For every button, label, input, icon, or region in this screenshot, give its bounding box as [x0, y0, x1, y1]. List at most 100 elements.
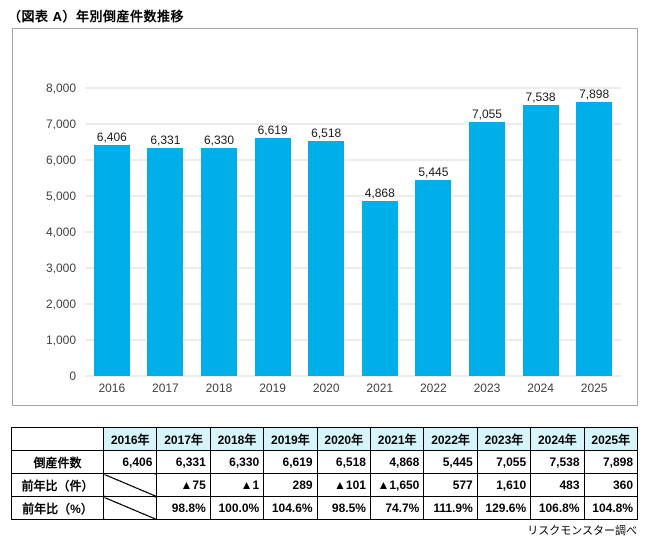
- row-label: 倒産件数: [11, 450, 104, 474]
- bar-2023: [468, 122, 505, 376]
- gridline: [85, 267, 621, 269]
- table-cell: ▲1: [209, 473, 265, 497]
- column-header: 2017年: [156, 427, 211, 451]
- table-cell: 74.7%: [369, 496, 425, 520]
- bar-value-label: 6,330: [203, 133, 234, 148]
- column-header: 2025年: [583, 427, 639, 451]
- row-label: 前年比（%）: [11, 496, 104, 520]
- gridline: [85, 195, 621, 197]
- y-tick-label: 4,000: [45, 225, 76, 239]
- bar-column-2022: 5,445: [407, 88, 461, 376]
- x-tick-label: 2016: [98, 381, 126, 395]
- bar-column-2023: 7,055: [460, 88, 514, 376]
- bar-value-label: 7,898: [579, 87, 610, 101]
- column-header: 2024年: [530, 427, 585, 451]
- y-tick-label: 0: [69, 369, 76, 383]
- x-axis-labels: 2016 2017 2018 2019 2020 2021 2022 2023 2024 2025: [85, 381, 621, 395]
- table-cell: 577: [423, 473, 478, 497]
- bar-column-2021: 4,868: [353, 88, 407, 376]
- bar-value-label: 6,518: [311, 126, 342, 141]
- table-body: 倒産件数 6,406 6,331 6,330 6,619 6,518 4,868 5,445 7…: [11, 450, 639, 520]
- source-note: リスクモンスター調べ: [527, 525, 637, 537]
- empty-diagonal-cell: [102, 473, 158, 497]
- gridline: [85, 87, 621, 89]
- bars-container: 6,406 6,331 6,330 6,619 6,518 4,868 5,445 7,055…: [85, 88, 621, 376]
- table-row: 前年比（%） 98.8% 100.0% 104.6% 98.5% 74.7% 111.9% 1…: [11, 496, 639, 520]
- table-header-row: 2016年 2017年 2018年 2019年 2020年 2021年 2022年 2023年…: [11, 427, 639, 451]
- y-tick-label: 1,000: [45, 333, 76, 347]
- bar-2021: [361, 200, 398, 376]
- table-cell: 6,406: [102, 450, 158, 474]
- y-tick-label: 3,000: [45, 261, 76, 275]
- data-table: 2016年 2017年 2018年 2019年 2020年 2021年 2022年 2023年…: [11, 427, 639, 520]
- table-cell: 7,898: [583, 450, 639, 474]
- bar-2024: [522, 104, 559, 376]
- bar-2016: [93, 145, 130, 376]
- table-cell: ▲75: [156, 473, 211, 497]
- empty-diagonal-cell: [102, 496, 158, 520]
- bar-2018: [200, 148, 237, 376]
- table-cell: 1,610: [476, 473, 532, 497]
- bar-value-label: 5,445: [418, 164, 449, 179]
- y-tick-label: 6,000: [45, 153, 76, 167]
- y-tick-label: 2,000: [45, 297, 76, 311]
- bar-column-2019: 6,619: [246, 88, 300, 376]
- gridline: [85, 231, 621, 233]
- table-row: 倒産件数 6,406 6,331 6,330 6,619 6,518 4,868 5,445 7…: [11, 450, 639, 474]
- table-cell: 100.0%: [209, 496, 265, 520]
- bar-2017: [147, 148, 184, 376]
- column-header: 2018年: [209, 427, 265, 451]
- table-cell: 111.9%: [423, 496, 478, 520]
- bar-column-2024: 7,538: [514, 88, 568, 376]
- column-header: 2023年: [476, 427, 532, 451]
- table-cell: 104.8%: [583, 496, 639, 520]
- table-cell: 4,868: [369, 450, 425, 474]
- column-header: 2021年: [369, 427, 425, 451]
- y-tick-label: 5,000: [45, 189, 76, 203]
- table-cell: 6,518: [316, 450, 371, 474]
- bar-value-label: 4,868: [364, 185, 395, 200]
- table-cell: 289: [263, 473, 318, 497]
- table-header: 2016年 2017年 2018年 2019年 2020年 2021年 2022年 2023年…: [11, 427, 639, 451]
- table-corner-cell: [11, 427, 104, 451]
- bar-value-label: 6,331: [150, 133, 181, 148]
- x-tick-label: 2019: [259, 381, 286, 395]
- x-tick-label: 2024: [527, 381, 554, 395]
- table-cell: 5,445: [423, 450, 478, 474]
- table-cell: 6,331: [156, 450, 211, 474]
- column-header: 2019年: [263, 427, 318, 451]
- y-tick-label: 7,000: [45, 117, 76, 131]
- bar-value-label: 7,055: [471, 107, 502, 122]
- bar-2025: [576, 102, 613, 376]
- table-row: 前年比（件） ▲75 ▲1 289 ▲101 ▲1,650 577 1,610 483 360: [11, 473, 639, 497]
- column-header: 2016年: [102, 427, 158, 451]
- bar-column-2016: 6,406: [85, 88, 139, 376]
- table-cell: 129.6%: [476, 496, 532, 520]
- table-cell: 7,538: [530, 450, 585, 474]
- x-tick-label: 2022: [420, 381, 447, 395]
- table-cell: 7,055: [476, 450, 532, 474]
- table-cell: 106.8%: [530, 496, 585, 520]
- x-tick-label: 2025: [580, 381, 608, 395]
- x-tick-label: 2018: [205, 381, 233, 395]
- table-cell: 6,330: [209, 450, 265, 474]
- bar-value-label: 6,406: [96, 130, 127, 145]
- row-label: 前年比（件）: [11, 473, 104, 497]
- gridline: [85, 159, 621, 161]
- table-cell: 360: [583, 473, 639, 497]
- x-tick-label: 2017: [152, 381, 179, 395]
- page-title: （図表 A）年別倒産件数推移: [8, 9, 185, 24]
- bar-column-2020: 6,518: [299, 88, 353, 376]
- bar-column-2017: 6,331: [139, 88, 193, 376]
- gridline: [85, 339, 621, 341]
- x-tick-label: 2023: [473, 381, 501, 395]
- table-cell: 98.8%: [156, 496, 211, 520]
- bar-2019: [254, 137, 291, 376]
- gridline: [85, 375, 621, 377]
- x-tick-label: 2020: [312, 381, 340, 395]
- bar-value-label: 7,538: [525, 89, 556, 104]
- bar-value-label: 6,619: [257, 122, 288, 137]
- plot-area: 0 1,000 2,000 3,000 4,000 5,000 6,000 7,000 8,00…: [46, 82, 621, 382]
- table-cell: 483: [530, 473, 585, 497]
- table-cell: 6,619: [263, 450, 318, 474]
